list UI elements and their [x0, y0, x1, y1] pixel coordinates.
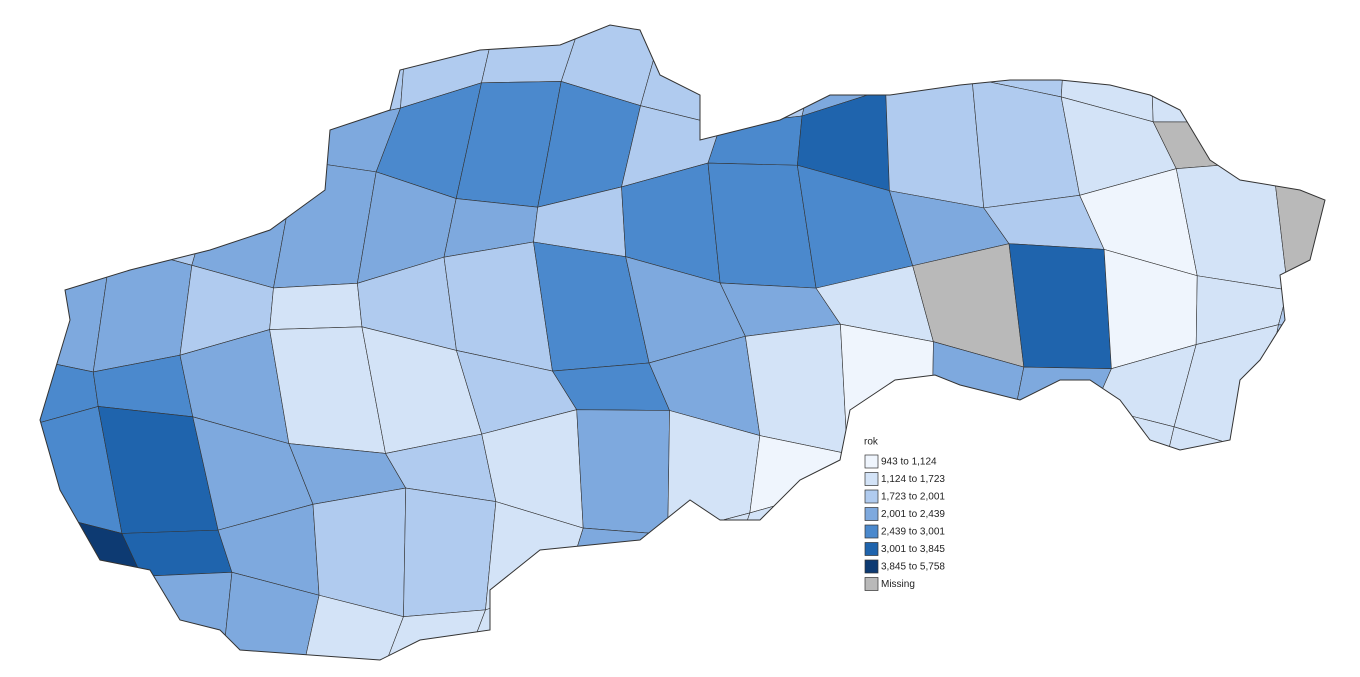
district [1149, 25, 1248, 123]
district [795, 612, 889, 660]
district [1235, 25, 1325, 123]
district [1059, 521, 1153, 580]
country-outline [39, 24, 1326, 661]
district [988, 406, 1095, 537]
legend-label: Missing [881, 579, 915, 590]
district [886, 591, 981, 660]
district [221, 25, 318, 127]
district [40, 25, 144, 88]
district [708, 586, 806, 660]
district [623, 569, 726, 660]
legend-label: 1,723 to 2,001 [881, 492, 945, 503]
district [40, 78, 144, 205]
district [1246, 96, 1325, 183]
legend-label: 2,001 to 2,439 [881, 509, 945, 520]
district [745, 323, 848, 455]
district [1013, 366, 1112, 416]
legend-swatch [864, 507, 879, 521]
districts [40, 25, 1325, 660]
district [40, 203, 137, 251]
district [138, 571, 233, 660]
legend-label: 2,439 to 3,001 [881, 527, 945, 538]
district [403, 487, 497, 617]
legend-swatch [864, 577, 879, 591]
district [1278, 273, 1325, 335]
district [1008, 243, 1112, 370]
legend-swatch [864, 489, 879, 504]
district [972, 570, 1076, 660]
district [840, 323, 934, 455]
district [885, 25, 986, 90]
legend: rok 943 to 1,124 1,124 to 1,723 1,723 to 2… [864, 437, 945, 591]
district [1069, 406, 1175, 537]
legend-swatch [864, 472, 879, 486]
district [565, 527, 669, 584]
district [216, 113, 318, 179]
district [92, 243, 193, 373]
legend-swatch [864, 542, 879, 556]
district [121, 529, 233, 577]
legend-label: 1,124 to 1,723 [881, 474, 945, 485]
district [40, 575, 143, 660]
legend-label: 3,001 to 3,845 [881, 544, 945, 555]
district [1150, 578, 1269, 660]
district [885, 78, 985, 209]
legend-swatch [864, 559, 879, 574]
district [126, 25, 233, 115]
district [135, 86, 233, 204]
district [644, 512, 751, 587]
district [1150, 494, 1245, 606]
district [1236, 448, 1325, 496]
legend-title: rok [864, 437, 879, 448]
district [909, 415, 1015, 522]
district [1236, 489, 1325, 619]
district [707, 115, 803, 166]
district [540, 569, 646, 660]
legend-swatch [864, 454, 879, 469]
district [269, 282, 363, 330]
legend-swatch [864, 524, 879, 539]
district [1243, 605, 1325, 660]
legend-label: 3,845 to 5,758 [881, 562, 945, 573]
district [829, 441, 933, 495]
district [576, 409, 670, 535]
district [1059, 570, 1172, 660]
legend-label: 943 to 1,124 [881, 457, 937, 468]
district [972, 520, 1071, 593]
